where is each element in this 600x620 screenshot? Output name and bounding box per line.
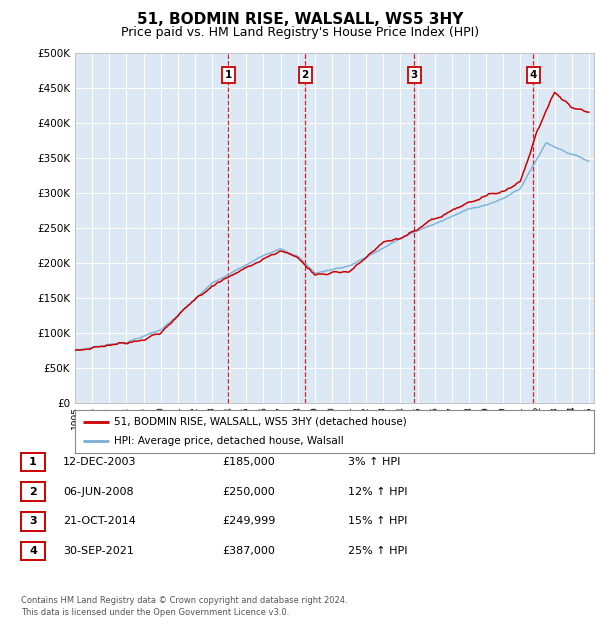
Text: £387,000: £387,000 — [222, 546, 275, 556]
Text: HPI: Average price, detached house, Walsall: HPI: Average price, detached house, Wals… — [114, 436, 344, 446]
Text: 2: 2 — [302, 70, 309, 80]
Text: 3% ↑ HPI: 3% ↑ HPI — [348, 457, 400, 467]
Text: 1: 1 — [225, 70, 232, 80]
Text: 51, BODMIN RISE, WALSALL, WS5 3HY: 51, BODMIN RISE, WALSALL, WS5 3HY — [137, 12, 463, 27]
Text: £249,999: £249,999 — [222, 516, 275, 526]
Text: 21-OCT-2014: 21-OCT-2014 — [63, 516, 136, 526]
Text: 15% ↑ HPI: 15% ↑ HPI — [348, 516, 407, 526]
Text: 3: 3 — [29, 516, 37, 526]
Text: 12% ↑ HPI: 12% ↑ HPI — [348, 487, 407, 497]
Text: 12-DEC-2003: 12-DEC-2003 — [63, 457, 137, 467]
Text: £250,000: £250,000 — [222, 487, 275, 497]
Text: 3: 3 — [410, 70, 418, 80]
Text: 51, BODMIN RISE, WALSALL, WS5 3HY (detached house): 51, BODMIN RISE, WALSALL, WS5 3HY (detac… — [114, 417, 407, 427]
Text: 2: 2 — [29, 487, 37, 497]
Text: 30-SEP-2021: 30-SEP-2021 — [63, 546, 134, 556]
Text: 25% ↑ HPI: 25% ↑ HPI — [348, 546, 407, 556]
Text: 4: 4 — [29, 546, 37, 556]
Text: 1: 1 — [29, 457, 37, 467]
Text: 06-JUN-2008: 06-JUN-2008 — [63, 487, 134, 497]
Text: Contains HM Land Registry data © Crown copyright and database right 2024.
This d: Contains HM Land Registry data © Crown c… — [21, 596, 347, 617]
Text: 4: 4 — [529, 70, 537, 80]
Text: £185,000: £185,000 — [222, 457, 275, 467]
Text: Price paid vs. HM Land Registry's House Price Index (HPI): Price paid vs. HM Land Registry's House … — [121, 26, 479, 39]
